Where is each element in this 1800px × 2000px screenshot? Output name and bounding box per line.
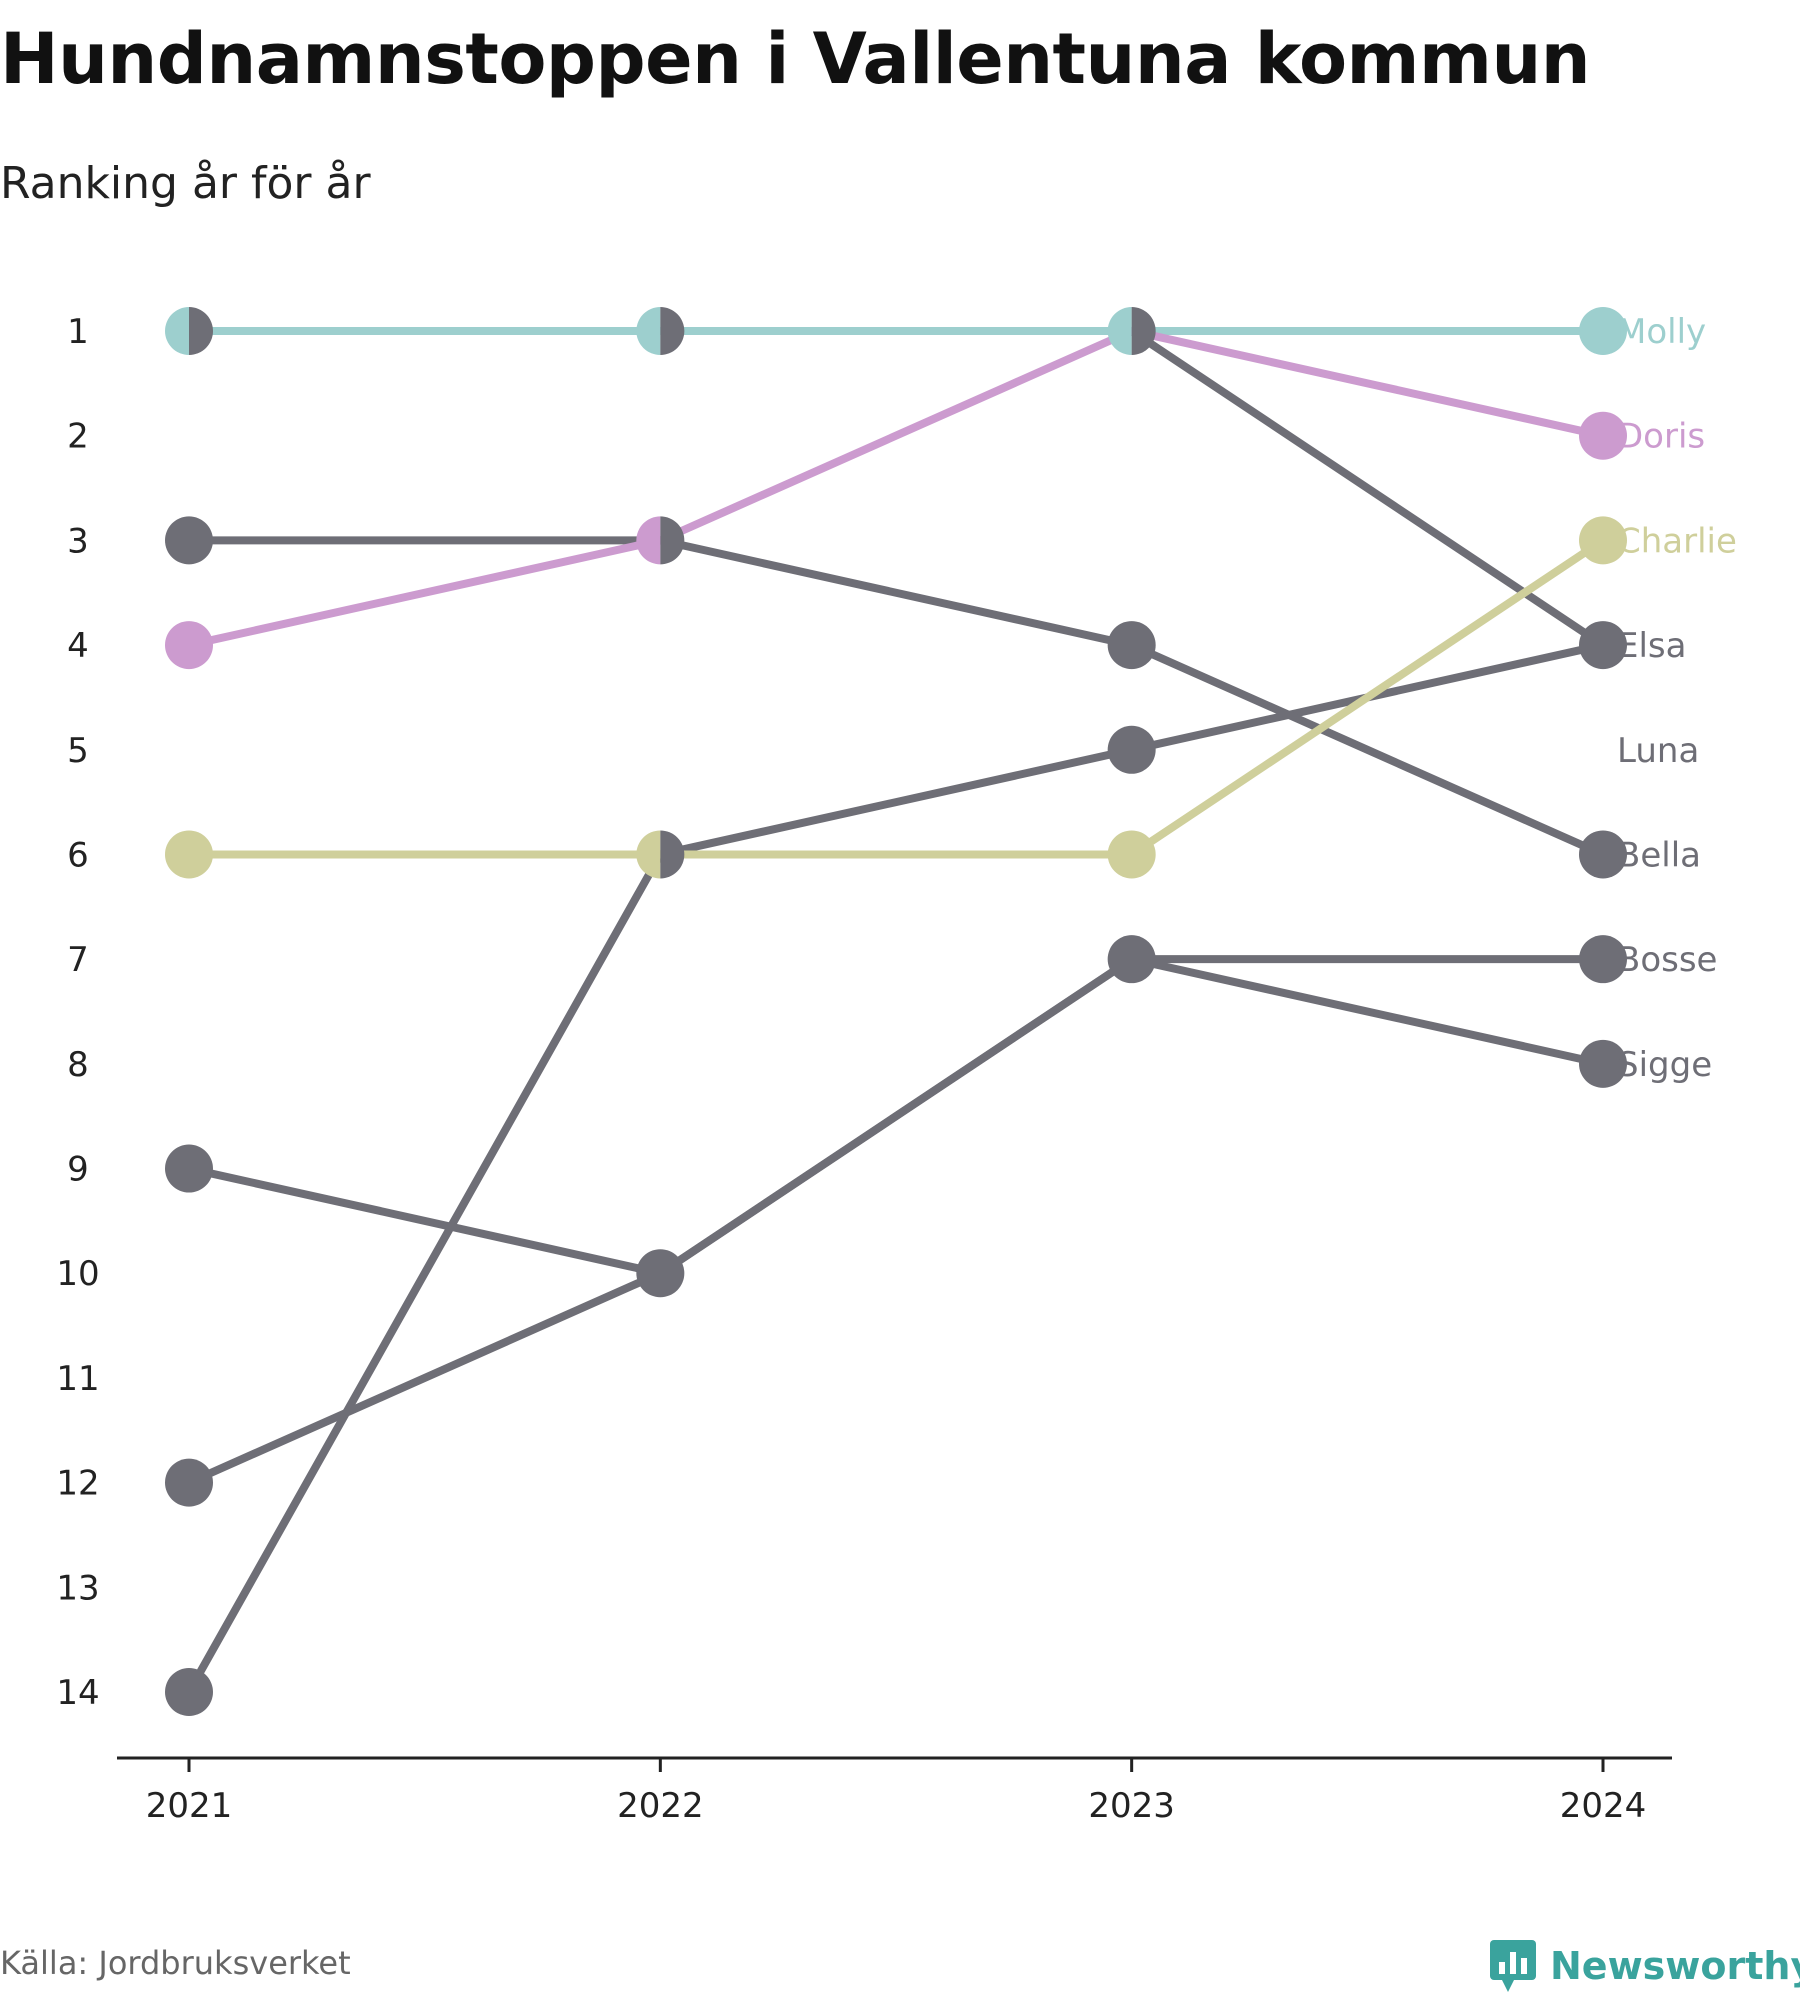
data-point-2021-rank-4 <box>165 621 213 670</box>
series-lines <box>185 327 1607 1696</box>
data-point-2021-rank-12 <box>165 1458 213 1507</box>
x-tick-label: 2024 <box>1560 1786 1647 1826</box>
y-tick-label: 9 <box>67 1150 89 1190</box>
data-point-2022-rank-3 <box>636 516 685 565</box>
series-line-bosse <box>185 955 1607 1487</box>
x-axis: 2021 2022 2023 2024 <box>117 1756 1672 1826</box>
series-points <box>165 307 1627 1716</box>
data-point-2024-rank-1 <box>1579 307 1627 355</box>
chart-title: Hundnamnstoppen i Vallentuna kommun <box>0 18 1591 100</box>
series-label-luna: Luna <box>1617 731 1699 771</box>
brand-logo[interactable]: Newsworthy <box>1488 1938 1800 1994</box>
end-labels: Molly Doris Charlie Elsa Luna Bella Bosse Sigge <box>1617 312 1737 1085</box>
x-tick-label: 2022 <box>617 1786 704 1826</box>
data-point-2023-rank-1 <box>1107 307 1156 355</box>
data-point-2022-rank-1 <box>636 307 685 355</box>
series-label-doris: Doris <box>1617 417 1705 457</box>
series-line-bella <box>185 536 1607 859</box>
data-point-right-half <box>660 830 685 879</box>
x-tick-label: 2023 <box>1088 1786 1175 1826</box>
series-label-bella: Bella <box>1617 835 1701 875</box>
data-point-2023-rank-5 <box>1107 725 1156 774</box>
y-tick-label: 7 <box>67 940 89 980</box>
data-point-right-half <box>1131 307 1156 355</box>
y-tick-label: 14 <box>56 1673 99 1713</box>
data-point-2023-rank-4 <box>1107 621 1156 670</box>
source-note: Källa: Jordbruksverket <box>0 1944 351 1982</box>
data-point-2024-rank-7 <box>1579 935 1627 984</box>
data-point-right-half <box>660 516 685 565</box>
series-line-sigge <box>185 955 1607 1278</box>
y-tick-label: 4 <box>67 626 89 666</box>
series-label-elsa: Elsa <box>1617 626 1686 666</box>
series-line-charlie <box>185 536 1607 859</box>
series-label-bosse: Bosse <box>1617 940 1717 980</box>
y-tick-label: 6 <box>67 835 89 875</box>
data-point-2022-rank-6 <box>636 830 685 879</box>
data-point-right-half <box>660 307 685 355</box>
y-tick-label: 13 <box>56 1568 99 1608</box>
data-point-2021-rank-1 <box>165 307 213 355</box>
data-point-2023-rank-6 <box>1107 830 1156 879</box>
y-tick-label: 8 <box>67 1045 89 1085</box>
x-tick-label: 2021 <box>146 1786 233 1826</box>
data-point-2023-rank-7 <box>1107 935 1156 984</box>
data-point-left-half <box>1107 307 1132 355</box>
data-point-2021-rank-3 <box>165 516 213 565</box>
data-point-2024-rank-3 <box>1579 516 1627 565</box>
y-tick-label: 11 <box>56 1359 99 1399</box>
data-point-left-half <box>165 307 189 355</box>
y-tick-label: 10 <box>56 1254 99 1294</box>
data-point-left-half <box>636 830 661 879</box>
series-line-doris <box>185 327 1607 650</box>
series-label-sigge: Sigge <box>1617 1045 1712 1085</box>
series-label-charlie: Charlie <box>1617 521 1737 561</box>
series-line-luna <box>185 641 1607 1696</box>
y-tick-label: 12 <box>56 1464 99 1504</box>
data-point-2021-rank-14 <box>165 1668 213 1716</box>
data-point-2024-rank-6 <box>1579 830 1627 879</box>
data-point-2024-rank-2 <box>1579 411 1627 460</box>
data-point-left-half <box>636 516 661 565</box>
chart-subtitle: Ranking år för år <box>0 158 371 209</box>
newsworthy-logo-icon <box>1490 1940 1536 1992</box>
series-label-molly: Molly <box>1617 312 1706 352</box>
data-point-2022-rank-10 <box>636 1249 685 1298</box>
y-tick-label: 3 <box>67 521 89 561</box>
data-point-2024-rank-8 <box>1579 1039 1627 1088</box>
y-tick-label: 2 <box>67 417 89 457</box>
y-tick-label: 1 <box>67 312 89 352</box>
y-tick-label: 5 <box>67 731 89 771</box>
data-point-2024-rank-4 <box>1579 621 1627 670</box>
data-point-2021-rank-9 <box>165 1144 213 1193</box>
brand-name: Newsworthy <box>1550 1944 1800 1988</box>
data-point-right-half <box>189 307 213 355</box>
data-point-left-half <box>636 307 661 355</box>
data-point-2021-rank-6 <box>165 830 213 879</box>
